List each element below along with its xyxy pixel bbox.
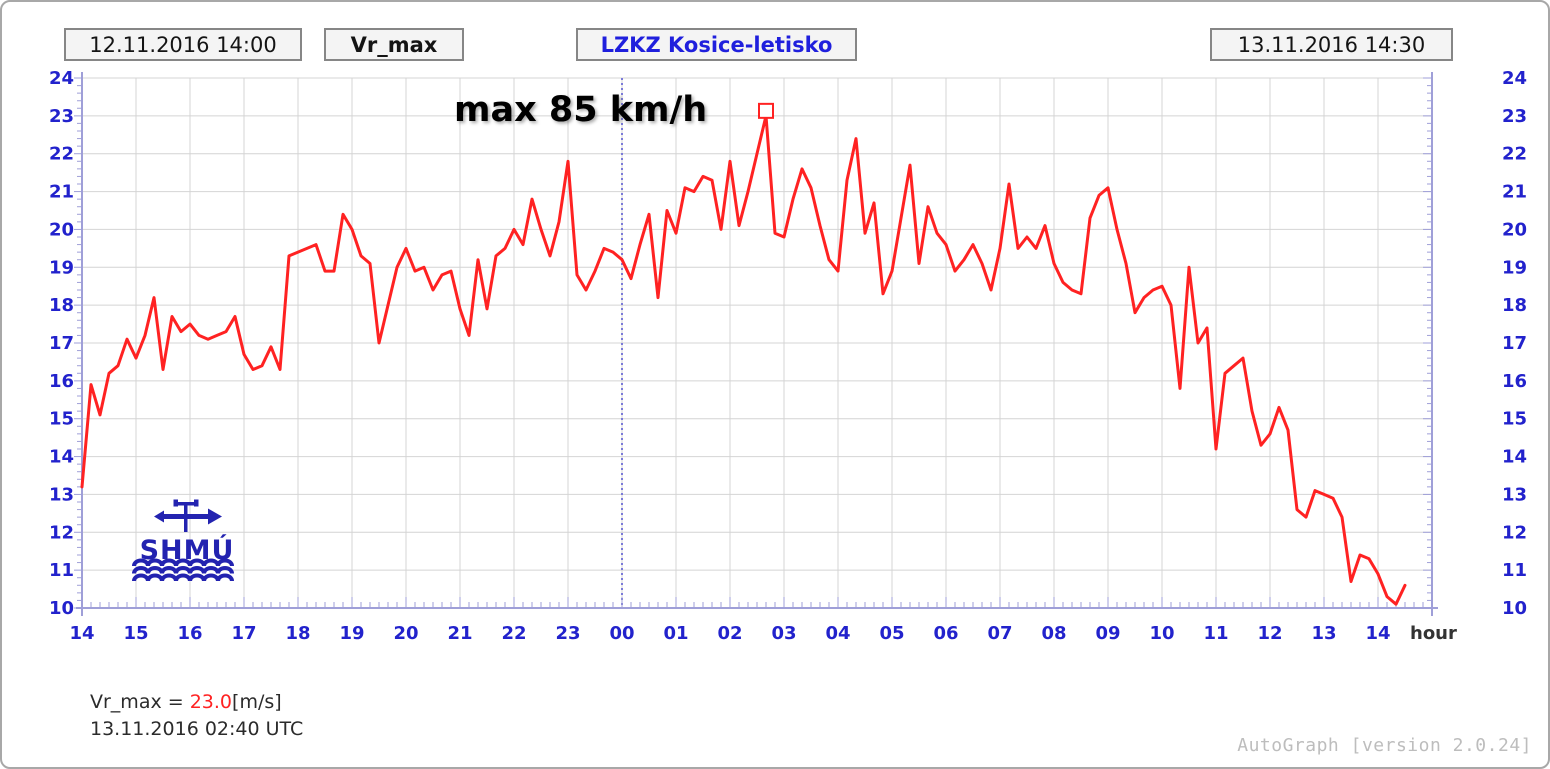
svg-text:13: 13 <box>49 484 74 505</box>
svg-text:23: 23 <box>49 106 74 127</box>
svg-text:13: 13 <box>1502 484 1527 505</box>
svg-text:21: 21 <box>447 623 472 644</box>
wind-vane-icon <box>154 499 222 532</box>
footer-unit: [m/s] <box>232 691 282 713</box>
svg-text:12: 12 <box>49 522 74 543</box>
svg-text:18: 18 <box>1502 295 1527 316</box>
svg-text:12: 12 <box>1257 623 1282 644</box>
svg-text:06: 06 <box>933 623 958 644</box>
wind-speed-line <box>80 114 1407 606</box>
svg-text:24: 24 <box>49 68 74 89</box>
x-tick-labels: 14 15 16 17 18 19 20 21 22 23 00 01 02 03 04 05 06 07 08 09… <box>69 623 1457 644</box>
svg-text:14: 14 <box>1502 447 1527 468</box>
start-datetime-label: 12.11.2016 14:00 <box>89 32 277 57</box>
max-annotation: max 85 km/h <box>454 90 708 130</box>
shmu-logo: SHMÚ <box>132 499 234 582</box>
svg-text:20: 20 <box>1502 219 1527 240</box>
svg-text:08: 08 <box>1041 623 1066 644</box>
svg-text:03: 03 <box>771 623 796 644</box>
svg-text:07: 07 <box>987 623 1012 644</box>
svg-text:23: 23 <box>1502 106 1527 127</box>
svg-text:14: 14 <box>49 447 74 468</box>
start-datetime-box: 12.11.2016 14:00 <box>64 28 302 61</box>
svg-text:22: 22 <box>49 144 74 165</box>
svg-text:17: 17 <box>49 333 74 354</box>
svg-text:15: 15 <box>49 409 74 430</box>
svg-text:04: 04 <box>825 623 850 644</box>
svg-text:15: 15 <box>123 623 148 644</box>
svg-text:19: 19 <box>1502 257 1527 278</box>
max-point-marker <box>758 102 774 119</box>
svg-text:21: 21 <box>1502 182 1527 203</box>
svg-text:10: 10 <box>1149 623 1174 644</box>
svg-text:21: 21 <box>49 182 74 203</box>
svg-text:09: 09 <box>1095 623 1120 644</box>
waves-icon <box>132 558 234 582</box>
svg-text:10: 10 <box>49 598 74 619</box>
svg-text:22: 22 <box>501 623 526 644</box>
end-datetime-box: 13.11.2016 14:30 <box>1210 28 1453 61</box>
svg-text:12: 12 <box>1502 522 1527 543</box>
svg-text:00: 00 <box>609 623 634 644</box>
svg-text:20: 20 <box>393 623 418 644</box>
svg-text:14: 14 <box>69 623 94 644</box>
svg-text:11: 11 <box>1203 623 1228 644</box>
footer-max-value-line: Vr_max = 23.0[m/s] <box>90 691 282 713</box>
svg-text:18: 18 <box>285 623 310 644</box>
svg-text:14: 14 <box>1365 623 1390 644</box>
parameter-label: Vr_max <box>350 32 438 57</box>
svg-text:19: 19 <box>339 623 364 644</box>
autograph-version: AutoGraph [version 2.0.24] <box>1237 735 1532 756</box>
footer-equals: = <box>161 691 190 713</box>
svg-text:11: 11 <box>1502 560 1527 581</box>
svg-text:10: 10 <box>1502 598 1527 619</box>
svg-text:05: 05 <box>879 623 904 644</box>
station-label: LZKZ Kosice-letisko <box>600 32 833 57</box>
grid-lines <box>82 77 1432 608</box>
footer-param-label: Vr_max <box>90 691 162 713</box>
svg-text:17: 17 <box>1502 333 1527 354</box>
svg-text:24: 24 <box>1502 68 1527 89</box>
svg-text:11: 11 <box>49 560 74 581</box>
svg-text:15: 15 <box>1502 409 1527 430</box>
y-tick-labels-left: 10 11 12 13 14 15 16 17 18 19 20 21 22 23 24 <box>49 68 74 619</box>
footer-max-value: 23.0 <box>189 691 233 713</box>
footer-max-time: 13.11.2016 02:40 UTC <box>90 718 304 740</box>
svg-text:01: 01 <box>663 623 688 644</box>
svg-text:16: 16 <box>1502 371 1527 392</box>
svg-text:23: 23 <box>555 623 580 644</box>
parameter-box: Vr_max <box>324 28 464 61</box>
svg-text:18: 18 <box>49 295 74 316</box>
svg-text:02: 02 <box>717 623 742 644</box>
y-tick-labels-right: 10 11 12 13 14 15 16 17 18 19 20 21 22 23 24 <box>1502 68 1527 619</box>
svg-text:16: 16 <box>177 623 202 644</box>
svg-text:19: 19 <box>49 257 74 278</box>
axes <box>76 72 1438 616</box>
svg-text:16: 16 <box>49 371 74 392</box>
svg-text:17: 17 <box>231 623 256 644</box>
svg-text:20: 20 <box>49 219 74 240</box>
station-box: LZKZ Kosice-letisko <box>576 28 857 61</box>
end-datetime-label: 13.11.2016 14:30 <box>1237 32 1426 57</box>
axis-ticks <box>74 77 1433 609</box>
svg-text:13: 13 <box>1311 623 1336 644</box>
x-axis-unit-label: hour <box>1410 623 1457 644</box>
svg-text:22: 22 <box>1502 144 1527 165</box>
